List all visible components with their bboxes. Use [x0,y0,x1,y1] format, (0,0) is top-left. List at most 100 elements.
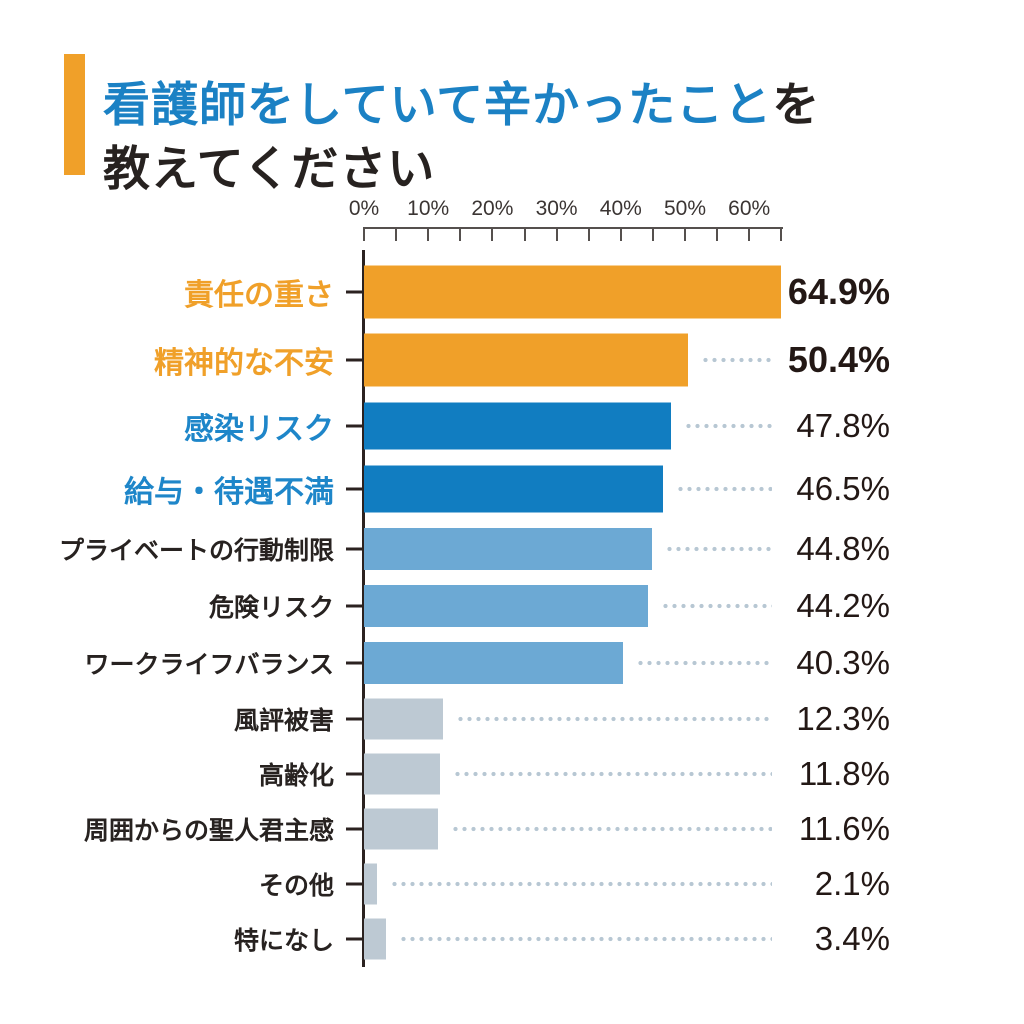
leader-dots [664,546,772,551]
leader-dots [660,603,772,608]
row-tick-dash [346,772,364,775]
value-label: 12.3% [796,699,890,737]
bar [364,641,623,684]
axis-tick [427,227,430,241]
bar [364,527,652,570]
bar [364,698,443,739]
bar [364,333,688,387]
axis-tick [363,227,365,241]
axis-tick [716,227,719,241]
row-label: 特になし [233,926,334,955]
value-label: 40.3% [796,643,890,681]
chart-row: 危険リスク 44.2% [0,577,1024,634]
bar [364,465,663,512]
title-line-1: 看護師をしていて辛かったことを [103,73,820,137]
bar [364,808,439,849]
chart-row: 責任の重さ 64.9% [0,258,1024,326]
row-tick-dash [346,358,364,362]
chart-row: その他 2.1% [0,856,1024,911]
row-tick-dash [346,827,364,830]
chart-row: 高齢化 11.8% [0,746,1024,801]
title-line-2: 教えてください [103,137,820,201]
title-line2-text: 教えてください [103,142,436,196]
row-tick-dash [346,424,364,427]
value-label: 2.1% [814,864,890,902]
leader-dots [390,881,772,886]
axis-tick [684,227,686,241]
value-label: 11.8% [798,754,890,792]
chart-row: 特になし 3.4% [0,911,1024,966]
axis-tick-label: 0% [348,197,380,220]
chart-row: 風評被害 12.3% [0,691,1024,746]
row-label: 責任の重さ [184,279,334,312]
x-axis-line [364,227,784,229]
row-label: 危険リスク [208,593,334,622]
chart-row: 感染リスク 47.8% [0,394,1024,457]
bar [364,265,781,319]
row-label: 感染リスク [184,412,334,446]
row-tick-dash [346,937,364,940]
value-label: 44.8% [796,529,890,567]
row-tick-dash [346,882,364,885]
y-axis-line [362,250,365,967]
row-label: プライベートの行動制限 [58,536,334,565]
value-label: 3.4% [814,919,890,957]
axis-tick [748,227,751,241]
leader-dots [452,771,772,776]
row-tick-dash [346,717,364,720]
value-label: 44.2% [796,586,890,624]
row-tick-dash [346,290,364,294]
leader-dots [451,826,772,831]
row-tick-dash [346,487,364,490]
leader-dots [700,357,772,363]
chart-row: 周囲からの聖人君主感 11.6% [0,801,1024,856]
bar [364,863,378,904]
row-label: 精神的な不安 [154,347,334,380]
chart-row: 精神的な不安 50.4% [0,326,1024,394]
axis-tick [491,227,494,241]
axis-tick [651,227,654,241]
chart-row: プライベートの行動制限 44.8% [0,520,1024,577]
value-label: 47.8% [796,406,890,444]
axis-tick [587,227,590,241]
leader-dots [675,486,772,491]
chart-row: 給与・待遇不満 46.5% [0,457,1024,520]
title-suffix: を [772,78,821,132]
axis-tick-label: 60% [728,197,771,220]
leader-dots [398,936,772,941]
row-tick-dash [346,547,364,550]
leader-dots [635,660,772,665]
value-label: 50.4% [787,339,890,380]
row-label: 風評被害 [233,706,334,735]
chart-rows: 責任の重さ 64.9% 精神的な不安 50.4% 感染リスク 47.8% 給与・待遇不満 46… [0,258,1024,966]
row-label: ワークライフバランス [84,650,334,679]
axis-tick-label: 10% [407,197,450,220]
row-label: その他 [258,871,334,900]
bar [364,753,440,794]
row-tick-dash [346,604,364,607]
row-label: 給与・待遇不満 [124,475,334,509]
axis-tick [555,227,558,241]
value-label: 11.6% [798,809,890,847]
bar [364,584,648,627]
bar [364,918,386,959]
chart-row: ワークライフバランス 40.3% [0,634,1024,691]
leader-dots [683,423,772,428]
axis-tick [523,227,526,241]
axis-tick-label: 20% [471,197,514,220]
axis-tick [459,227,462,241]
axis-tick-label: 40% [599,197,642,220]
row-label: 高齢化 [258,761,334,790]
leader-dots [455,716,772,721]
bar [364,402,671,449]
value-label: 64.9% [787,271,890,312]
title-accent-bar [64,54,85,175]
value-label: 46.5% [796,469,890,507]
axis-tick [780,227,783,241]
title-highlight: 看護師をしていて辛かったこと [103,78,773,132]
row-tick-dash [346,661,364,664]
axis-tick [619,227,622,241]
axis-tick [395,227,398,241]
axis-tick-label: 30% [535,197,578,220]
